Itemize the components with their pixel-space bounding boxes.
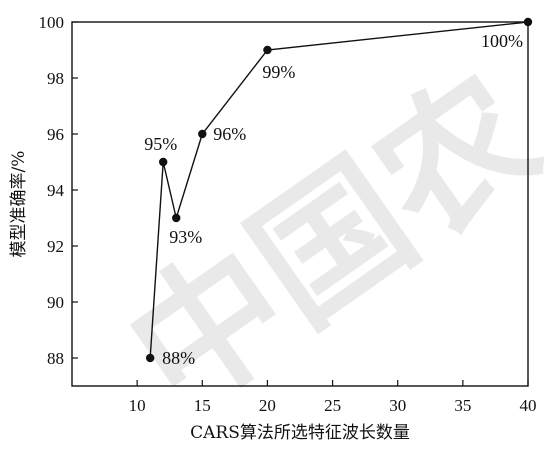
- series-line: [149, 21, 529, 359]
- data-point: [172, 213, 181, 223]
- x-axis-title: CARS算法所选特征波长数量: [190, 423, 410, 443]
- y-tick-label: 100: [39, 13, 65, 32]
- data-label: 96%: [213, 124, 246, 144]
- series-line-group: 88% 95% 93% 96% 99% 100%: [144, 17, 533, 368]
- data-label: 100%: [481, 31, 523, 51]
- data-label: 95%: [144, 134, 177, 154]
- data-label: 99%: [262, 62, 295, 82]
- y-tick-label: 88: [47, 349, 64, 368]
- y-tick-label: 94: [47, 181, 65, 200]
- x-tick-label: 25: [324, 396, 341, 415]
- data-point: [159, 157, 168, 167]
- x-tick-label: 20: [259, 396, 276, 415]
- data-label: 93%: [169, 227, 202, 247]
- plot-frame: [71, 21, 529, 387]
- data-point: [523, 17, 533, 27]
- data-point: [145, 353, 155, 363]
- data-point: [263, 45, 272, 55]
- y-tick-label: 98: [47, 69, 64, 88]
- x-tick-label: 15: [194, 396, 211, 415]
- x-tick-label: 10: [129, 396, 146, 415]
- axis-ticks: 10 15 20 25 30 35 40 88 90 92 94 96 98 100: [39, 13, 537, 415]
- watermark: 中国农: [99, 44, 544, 445]
- y-tick-label: 92: [47, 237, 64, 256]
- data-point: [198, 129, 207, 139]
- watermark-char-1: 中国农: [99, 44, 544, 445]
- x-tick-label: 35: [454, 396, 471, 415]
- data-label: 88%: [162, 348, 195, 368]
- x-tick-label: 30: [389, 396, 406, 415]
- y-axis-title: 模型准确率/%: [9, 151, 29, 258]
- y-tick-label: 96: [47, 125, 64, 144]
- x-tick-label: 40: [520, 396, 537, 415]
- y-tick-label: 90: [47, 293, 64, 312]
